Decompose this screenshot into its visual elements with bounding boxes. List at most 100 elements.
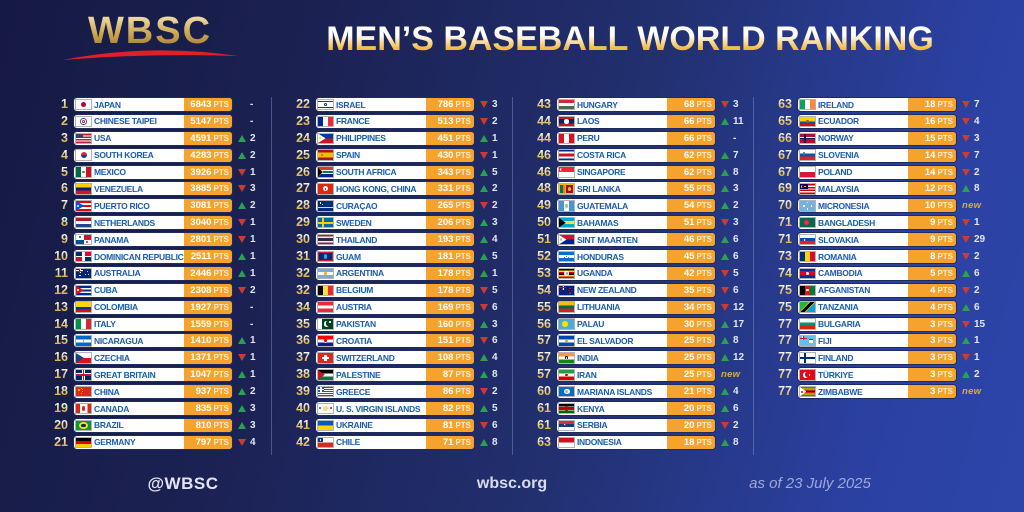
movement-up-icon (962, 185, 970, 193)
movement-cell: 6 (721, 283, 761, 298)
points-badge: 82 PTS (426, 402, 474, 416)
rank-cell: 29 (286, 215, 310, 230)
points-badge: 16 PTS (908, 114, 956, 128)
table-row: 26 SOUTH AFRICA 343 PTS 5 (286, 164, 512, 180)
movement-cell: 1 (238, 232, 278, 247)
movement-up-icon (480, 168, 488, 176)
flag-emblem (565, 272, 568, 275)
points-badge: 3 PTS (908, 334, 956, 348)
points-value: 1559 (190, 318, 212, 330)
rank-cell: 37 (286, 350, 310, 365)
points-badge: 2511 PTS (184, 250, 232, 264)
rank-cell: 25 (286, 148, 310, 163)
country-pill: SINT MAARTEN 46 PTS (556, 232, 716, 248)
rank-cell: 22 (286, 97, 310, 112)
rank-cell: 24 (286, 131, 310, 146)
points-badge: 193 PTS (426, 233, 474, 247)
movement-cell: 2 (962, 249, 1002, 264)
movement-amount: 1 (250, 251, 256, 263)
pts-label: PTS (937, 252, 953, 262)
points-badge: 1559 PTS (184, 317, 232, 331)
movement-amount: 3 (250, 419, 256, 431)
table-row: 34 AUSTRIA 169 PTS 6 (286, 299, 512, 315)
country-name: ZIMBABWE (818, 386, 863, 397)
country-name: FIJI (818, 335, 832, 346)
points-badge: 3081 PTS (184, 199, 232, 213)
table-row: 60 MARIANA ISLANDS 21 PTS 4 (527, 384, 753, 400)
country-name: NORWAY (818, 133, 854, 144)
movement-amount: 1 (974, 217, 980, 229)
rank-cell: 65 (768, 114, 792, 129)
table-row: 77 TÜRKIYE 3 PTS 2 (768, 367, 994, 383)
points-badge: 20 PTS (667, 418, 715, 432)
flag-box (798, 166, 817, 178)
table-row: 3 USA 4591 PTS 2 (44, 130, 271, 146)
country-pill: SWEDEN 206 PTS (315, 215, 475, 231)
flag-emblem (319, 137, 322, 140)
movement-same-dash: - (250, 301, 254, 313)
country-pill: ROMANIA 8 PTS (797, 249, 957, 265)
country-pill: MALAYSIA 12 PTS (797, 181, 957, 197)
country-pill: PHILIPPINES 451 PTS (315, 130, 475, 146)
pts-label: PTS (937, 268, 953, 278)
flag-box (557, 402, 576, 415)
flag-box (798, 385, 817, 398)
country-pill: SLOVENIA 14 PTS (797, 147, 957, 163)
points-badge: 343 PTS (426, 165, 474, 179)
flag-emblem (559, 185, 563, 193)
movement-up-icon (480, 134, 488, 142)
flag-box (74, 132, 93, 144)
rank-cell: 1 (44, 97, 68, 112)
country-pill: PERU 66 PTS (556, 130, 716, 146)
movement-up-icon (480, 219, 488, 227)
movement-up-icon (480, 371, 488, 379)
movement-cell: 6 (962, 300, 1002, 315)
country-pill: CHINA 937 PTS (73, 384, 233, 400)
flag-emblem (79, 268, 81, 274)
movement-down-icon (962, 253, 970, 261)
country-name: GERMANY (94, 437, 136, 448)
table-row: 52 HONDURAS 45 PTS 6 (527, 249, 753, 265)
movement-amount: 6 (492, 419, 498, 431)
country-flag (558, 132, 575, 144)
flag-emblem (804, 239, 806, 241)
table-row: 74 CAMBODIA 5 PTS 6 (768, 265, 994, 281)
flag-box (557, 200, 576, 212)
rank-cell: 20 (44, 418, 68, 433)
flag-emblem (322, 217, 325, 228)
points-value: 937 (195, 386, 212, 398)
movement-amount: 3 (733, 183, 739, 195)
flag-box (316, 301, 335, 313)
country-flag (558, 166, 575, 178)
movement-down-icon (962, 168, 970, 176)
rank-cell: 6 (44, 181, 68, 196)
movement-cell: 4 (238, 435, 278, 450)
points-badge: 151 PTS (426, 334, 474, 348)
country-pill: GREECE 86 PTS (315, 384, 475, 400)
movement-cell: 3 (480, 97, 520, 112)
rank-cell: 27 (286, 181, 310, 196)
movement-down-icon (721, 269, 729, 277)
rank-cell: 2 (44, 114, 68, 129)
flag-emblem (803, 353, 807, 363)
country-pill: EL SALVADOR 25 PTS (556, 333, 716, 349)
country-pill: FIJI 3 PTS (797, 333, 957, 349)
flag-box (74, 267, 93, 280)
country-pill: IRAN 25 PTS (556, 367, 716, 383)
pts-label: PTS (455, 167, 471, 177)
flag-emblem (76, 285, 84, 296)
points-badge: 55 PTS (667, 182, 715, 196)
country-name: SRI LANKA (577, 183, 621, 194)
flag-emblem (82, 370, 85, 380)
points-badge: 42 PTS (667, 266, 715, 280)
points-value: 35 (683, 284, 695, 296)
country-pill: PANAMA 2801 PTS (73, 232, 233, 248)
flag-box (557, 166, 576, 178)
table-row: 55 LITHUANIA 34 PTS 12 (527, 299, 753, 315)
country-flag (558, 419, 575, 432)
movement-amount: 8 (733, 335, 739, 347)
points-value: 9 (930, 234, 936, 246)
country-flag (75, 301, 92, 313)
points-badge: 797 PTS (184, 435, 232, 449)
pts-label: PTS (455, 235, 471, 245)
